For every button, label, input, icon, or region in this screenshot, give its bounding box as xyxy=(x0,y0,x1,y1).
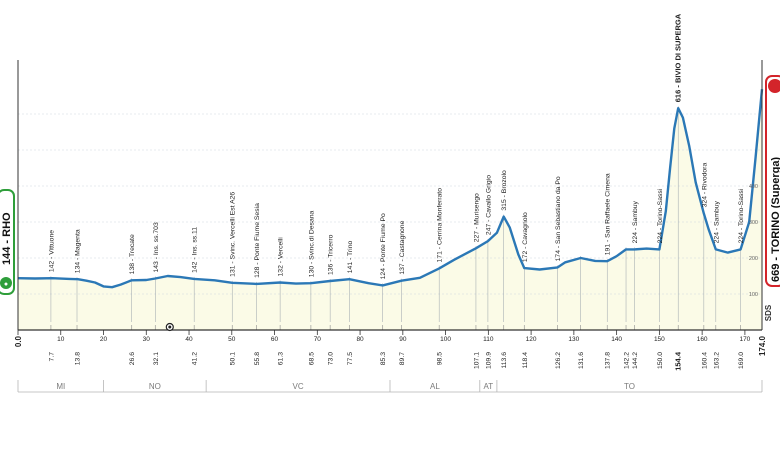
x-tick-label: 140 xyxy=(611,336,622,343)
waypoint-km-label: 32.1 xyxy=(153,352,160,365)
region-label: TO xyxy=(624,382,635,391)
start-km-label: 0.0 xyxy=(14,335,23,347)
waypoint-km-label: 61.3 xyxy=(278,352,285,365)
finish-label: 669 - TORINO (Superga) xyxy=(770,157,780,282)
x-tick-label: 170 xyxy=(739,336,750,343)
waypoint-km-label: 89.7 xyxy=(399,352,406,365)
waypoint-km-label: 137.8 xyxy=(605,352,612,369)
y-tick-label: 300 xyxy=(749,220,758,226)
start-label: 144 - RHO xyxy=(1,212,13,265)
waypoint-km-label: 55.8 xyxy=(254,352,261,365)
waypoint-km-label: 68.5 xyxy=(308,352,315,365)
x-tick-label: 100 xyxy=(440,336,451,343)
y-tick-label: 400 xyxy=(749,184,758,190)
waypoint-km-label: 13.8 xyxy=(75,352,82,365)
x-tick-label: 50 xyxy=(228,336,236,343)
waypoint-name-label: 224 - Torino-Sassi xyxy=(657,188,664,243)
waypoint-km-label: 163.2 xyxy=(713,352,720,369)
waypoint-km-label: 154.4 xyxy=(674,351,683,371)
region-label: VC xyxy=(293,382,304,391)
waypoint-km-label: 126.2 xyxy=(555,352,562,369)
waypoint-km-label: 85.3 xyxy=(380,352,387,365)
start-flag-glyph: ● xyxy=(4,281,8,288)
region-label: MI xyxy=(56,382,65,391)
x-tick-label: 30 xyxy=(143,336,151,343)
waypoint-km-label: 77.5 xyxy=(347,352,354,365)
waypoint-km-label: 50.1 xyxy=(230,352,237,365)
waypoint-name-label: 130 - Svinc.di Desana xyxy=(308,210,315,277)
waypoint-km-label: 98.5 xyxy=(437,352,444,365)
x-tick-label: 10 xyxy=(57,336,65,343)
waypoint-name-label: 315 - Brozolo xyxy=(501,170,508,211)
start-flag-icon xyxy=(0,277,12,289)
profile-area xyxy=(18,89,762,330)
waypoint-km-label: 118.4 xyxy=(522,352,529,369)
right-tag: SDS xyxy=(764,304,773,321)
waypoint-km-label: 26.6 xyxy=(129,352,136,365)
waypoint-name-label: 191 - San Raffaele Cimena xyxy=(605,173,612,255)
region-label: AT xyxy=(484,382,494,391)
waypoint-km-label: 73.0 xyxy=(328,352,335,365)
x-tick-label: 20 xyxy=(100,336,108,343)
sprint-marker-dot xyxy=(168,325,172,329)
region-label: NO xyxy=(149,382,161,391)
x-tick-label: 70 xyxy=(314,336,322,343)
waypoint-km-label: 107.1 xyxy=(473,352,480,369)
waypoint-name-label: 143 - Ins. ss.703 xyxy=(153,222,160,272)
waypoint-km-label: 109.9 xyxy=(485,352,492,369)
y-tick-label: 200 xyxy=(749,256,758,262)
start-label-box xyxy=(0,189,15,295)
waypoint-km-label: 7.7 xyxy=(48,352,55,362)
waypoint-name-label: 142 - Ins. ss.11 xyxy=(192,227,199,273)
waypoint-name-label: 224 - Torino-Sassi xyxy=(738,188,745,243)
waypoint-name-label: 134 - Magenta xyxy=(75,229,82,273)
waypoint-name-label: 137 - Castagnone xyxy=(399,220,406,274)
y-tick-label: 100 xyxy=(749,292,758,298)
waypoint-name-label: 172 - Cavagnolo xyxy=(522,212,529,262)
x-tick-label: 110 xyxy=(483,336,494,343)
waypoint-name-label: 141 - Trino xyxy=(347,241,354,274)
waypoint-km-label: 160.4 xyxy=(701,352,708,369)
x-tick-label: 60 xyxy=(271,336,279,343)
waypoint-name-label: 227 - Murisengo xyxy=(473,193,480,242)
finish-flag-icon xyxy=(768,79,780,93)
waypoint-km-label: 113.6 xyxy=(501,352,508,369)
x-tick-label: 120 xyxy=(526,336,537,343)
waypoint-km-label: 41.2 xyxy=(192,352,199,365)
waypoint-km-label: 150.0 xyxy=(657,352,664,369)
waypoint-km-label: 142.2 xyxy=(624,352,631,369)
finish-label-box xyxy=(765,75,780,287)
x-tick-label: 40 xyxy=(185,336,193,343)
waypoint-km-label: 169.0 xyxy=(738,352,745,369)
region-label: AL xyxy=(430,382,440,391)
waypoint-km-label: 144.2 xyxy=(632,352,639,369)
waypoint-name-label: 224 - Sambuy xyxy=(632,200,639,243)
waypoint-name-label: 616 - BIVIO DI SUPERGA xyxy=(674,13,683,102)
waypoint-km-label: 131.6 xyxy=(578,352,585,369)
x-tick-label: 150 xyxy=(654,336,665,343)
waypoint-name-label: 224 - Sambuy xyxy=(713,200,720,243)
x-tick-label: 160 xyxy=(697,336,708,343)
waypoint-name-label: 142 - Vittuone xyxy=(48,230,55,272)
waypoint-name-label: 128 - Ponte Fiume Sesia xyxy=(254,203,261,278)
waypoint-name-label: 136 - Tricerro xyxy=(328,234,335,275)
x-tick-label: 90 xyxy=(399,336,407,343)
finish-km-label: 174.0 xyxy=(758,335,767,356)
profile-line xyxy=(17,89,764,289)
waypoint-name-label: 247 - Cavallo Grigio xyxy=(485,175,492,235)
waypoint-name-label: 174 - San Sebastiano da Po xyxy=(555,176,562,261)
x-tick-label: 80 xyxy=(356,336,364,343)
waypoint-name-label: 171 - Cerrina Monferrato xyxy=(437,188,444,263)
waypoint-name-label: 124 - Ponte Fiume Po xyxy=(380,213,387,279)
x-tick-label: 130 xyxy=(568,336,579,343)
waypoint-name-label: 132 - Vercelli xyxy=(278,237,285,277)
waypoint-name-label: 324 - Rivodora xyxy=(701,163,708,208)
waypoint-name-label: 138 - Trecate xyxy=(129,234,136,274)
waypoint-name-label: 131 - Svinc. Vercelli Est A26 xyxy=(230,192,237,277)
